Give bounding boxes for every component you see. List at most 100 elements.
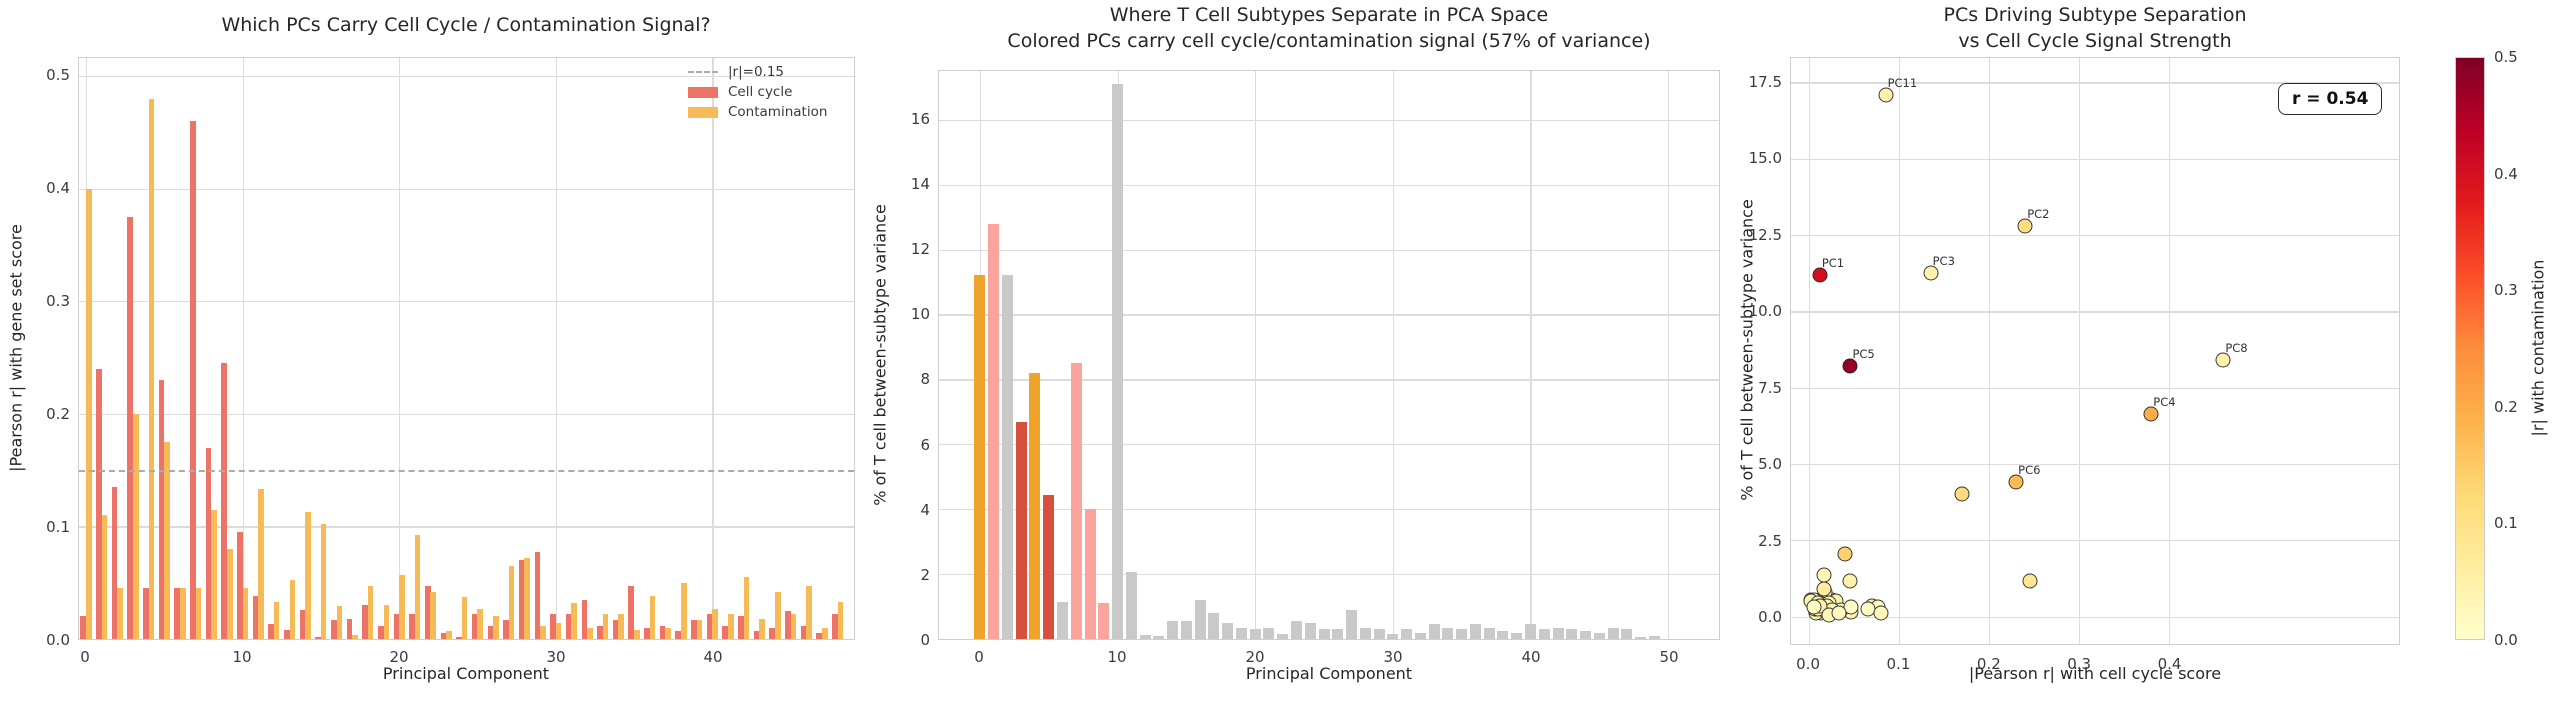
contamination-bar bbox=[195, 588, 202, 639]
middle-chart-subtitle: Colored PCs carry cell cycle/contaminati… bbox=[1007, 30, 1651, 52]
variance-bar bbox=[1001, 275, 1013, 639]
scatter-point bbox=[2008, 474, 2024, 490]
contamination-bar bbox=[477, 608, 484, 639]
y-tick-label: 0.2 bbox=[46, 405, 70, 424]
cell-cycle-bar bbox=[221, 363, 227, 639]
y-tick-label: 12 bbox=[910, 240, 930, 259]
y-tick-label: 8 bbox=[920, 370, 930, 389]
variance-bar bbox=[1607, 627, 1619, 639]
colorbar-tick-label: 0.2 bbox=[2494, 397, 2518, 416]
contamination-bar bbox=[148, 98, 155, 639]
cell-cycle-bar bbox=[80, 616, 86, 639]
gridline bbox=[1989, 58, 1991, 644]
gridline bbox=[939, 249, 1719, 251]
variance-bar bbox=[1249, 629, 1261, 639]
x-tick-label: 20 bbox=[1245, 648, 1265, 666]
variance-bar bbox=[988, 223, 1000, 639]
scatter-point bbox=[1806, 599, 1822, 615]
gridline bbox=[939, 444, 1719, 446]
variance-bar bbox=[1263, 627, 1275, 639]
scatter-point bbox=[1954, 486, 1970, 502]
contamination-bar bbox=[821, 627, 828, 639]
cell-cycle-bar bbox=[456, 636, 462, 639]
variance-bar bbox=[1277, 634, 1289, 639]
variance-bar bbox=[1635, 637, 1647, 639]
gridline bbox=[1791, 82, 2399, 84]
variance-bar bbox=[1428, 624, 1440, 639]
variance-bar bbox=[1194, 600, 1206, 639]
y-tick-label: 10.0 bbox=[1748, 302, 1782, 321]
contamination-bar bbox=[696, 619, 703, 639]
y-tick-label: 2 bbox=[920, 565, 930, 584]
contamination-bar bbox=[367, 586, 374, 639]
point-label: PC3 bbox=[1932, 254, 1955, 269]
contamination-bar bbox=[399, 574, 405, 639]
variance-bar bbox=[1029, 372, 1041, 639]
scatter-point bbox=[1812, 267, 1828, 283]
cell-cycle-bar bbox=[315, 636, 321, 639]
cell-cycle-bar bbox=[330, 619, 337, 639]
y-tick-label: 0.0 bbox=[1758, 608, 1782, 627]
left-chart-plot-area bbox=[78, 57, 855, 640]
variance-bar bbox=[1222, 622, 1234, 639]
variance-bar bbox=[1621, 629, 1633, 639]
middle-chart-plot-area bbox=[938, 70, 1720, 640]
contamination-bar bbox=[242, 588, 249, 639]
contamination-bar bbox=[258, 489, 264, 639]
contamination-bar bbox=[289, 580, 296, 639]
right-chart-y-axis-label: % of T cell between-subtype variance bbox=[1737, 199, 1757, 501]
variance-bar bbox=[1511, 632, 1523, 639]
cell-cycle-bar bbox=[409, 614, 415, 639]
contamination-bar bbox=[587, 627, 593, 639]
gridline bbox=[1530, 71, 1532, 639]
cell-cycle-bar bbox=[800, 625, 807, 639]
gridline bbox=[1791, 463, 2399, 466]
contamination-bar bbox=[461, 597, 468, 639]
variance-bar bbox=[1456, 629, 1468, 639]
gridline bbox=[1791, 387, 2399, 389]
contamination-bar bbox=[555, 623, 562, 639]
x-tick-label: 0.2 bbox=[1976, 655, 2001, 673]
point-label: PC5 bbox=[1852, 347, 1875, 362]
point-label: PC1 bbox=[1821, 255, 1845, 270]
gridline bbox=[1392, 71, 1395, 639]
scatter-point bbox=[1873, 605, 1889, 621]
variance-bar bbox=[1180, 621, 1192, 639]
variance-bar bbox=[1084, 509, 1096, 639]
variance-bar bbox=[1208, 613, 1220, 639]
cell-cycle-bar bbox=[503, 619, 509, 639]
legend-item-contamination: Contamination bbox=[688, 102, 827, 122]
y-tick-label: 15.0 bbox=[1748, 149, 1782, 168]
cell-cycle-bar bbox=[127, 216, 133, 639]
colorbar-tick-label: 0.1 bbox=[2494, 514, 2518, 533]
contamination-bar bbox=[775, 591, 781, 639]
variance-bar bbox=[1304, 622, 1316, 639]
variance-bar bbox=[1373, 629, 1385, 639]
variance-bar bbox=[1387, 634, 1399, 639]
x-tick-label: 0 bbox=[974, 648, 984, 666]
variance-bar bbox=[1070, 363, 1082, 639]
cell-cycle-bar bbox=[268, 624, 274, 639]
contamination-bar bbox=[806, 586, 812, 639]
gridline bbox=[79, 76, 854, 78]
contamination-bar bbox=[681, 582, 687, 639]
variance-bar bbox=[1648, 635, 1660, 639]
gridline bbox=[1791, 235, 2399, 237]
contamination-bar bbox=[712, 608, 718, 639]
legend-label: |r|=0.15 bbox=[728, 64, 785, 80]
gridline bbox=[712, 58, 714, 639]
cell-cycle-bar bbox=[174, 588, 180, 639]
contamination-bar bbox=[446, 631, 452, 639]
variance-bar bbox=[1593, 632, 1605, 639]
x-tick-label: 30 bbox=[546, 648, 566, 666]
cell-cycle-bar bbox=[96, 368, 102, 639]
contamination-bar bbox=[649, 596, 656, 639]
gridline bbox=[399, 58, 401, 639]
cell-cycle-bar bbox=[706, 614, 713, 639]
variance-bar bbox=[1442, 627, 1454, 639]
y-tick-label: 10 bbox=[910, 305, 930, 324]
y-tick-label: 0.5 bbox=[46, 66, 70, 85]
cell-cycle-bar bbox=[362, 605, 368, 639]
gridline bbox=[939, 379, 1719, 381]
